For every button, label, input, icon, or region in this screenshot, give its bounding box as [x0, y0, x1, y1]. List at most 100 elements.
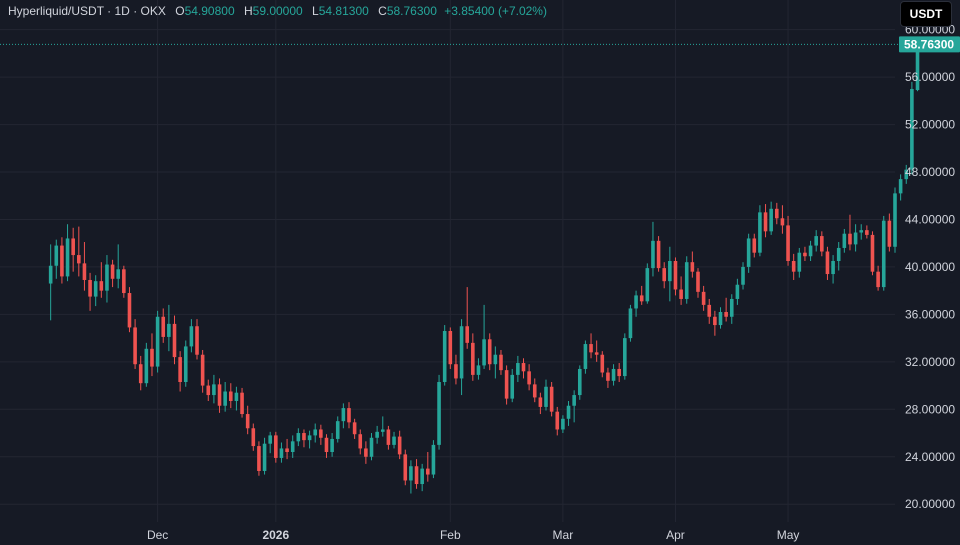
candle: [718, 307, 723, 329]
candle-body: [386, 429, 391, 445]
y-tick-label: 44.00000: [905, 212, 955, 226]
candle: [679, 276, 683, 305]
candle: [746, 233, 751, 273]
candle: [425, 452, 430, 482]
candle: [701, 285, 706, 311]
candle: [572, 390, 576, 423]
candle-body: [257, 446, 261, 471]
candle-body: [212, 384, 216, 396]
candle-body: [48, 265, 53, 284]
candle: [403, 449, 408, 486]
candle: [527, 364, 531, 391]
candle: [544, 379, 548, 411]
candle-body: [527, 371, 531, 385]
candle: [116, 244, 121, 289]
candle-body: [797, 252, 802, 272]
candle-body: [397, 436, 402, 455]
candle: [454, 354, 458, 385]
candle-body: [499, 354, 503, 371]
symbol-name[interactable]: Hyperliquid/USDT: [8, 4, 104, 18]
candle: [893, 187, 897, 253]
candle-body: [577, 368, 582, 396]
y-tick-label: 40.00000: [905, 260, 955, 274]
candle: [48, 244, 53, 321]
candle-body: [887, 220, 892, 247]
candle-body: [487, 339, 492, 365]
candle-body: [532, 384, 537, 398]
x-tick-label: Feb: [440, 528, 461, 542]
y-tick-label: 56.00000: [905, 70, 955, 84]
candle-body: [803, 252, 807, 257]
candle-body: [572, 395, 576, 406]
candle: [656, 236, 661, 272]
candle-body: [93, 281, 98, 297]
candle-body: [347, 408, 351, 423]
candle: [651, 221, 655, 277]
x-tick-label: 2026: [262, 528, 289, 542]
candle-body: [651, 240, 655, 269]
candle-body: [746, 238, 751, 267]
currency-button[interactable]: USDT: [900, 1, 952, 27]
candle-body: [240, 392, 244, 415]
candle-body: [910, 88, 914, 170]
candle-body: [758, 212, 762, 253]
candle: [262, 437, 267, 475]
candle-body: [859, 230, 864, 233]
candle: [594, 340, 599, 362]
candle-body: [392, 436, 396, 445]
candle-body: [752, 238, 757, 253]
candle-body: [307, 435, 312, 441]
candle: [707, 298, 712, 324]
candle-body: [713, 316, 717, 326]
candle: [634, 290, 638, 317]
candle-body: [155, 316, 160, 367]
candle-body: [409, 466, 413, 481]
candle: [853, 224, 858, 252]
candle-body: [82, 263, 87, 280]
candle: [786, 215, 790, 266]
candle: [476, 358, 481, 380]
interval-label[interactable]: 1D: [114, 4, 130, 18]
candle: [161, 308, 166, 343]
candle: [397, 430, 402, 460]
candle: [769, 201, 773, 235]
candle: [482, 304, 486, 369]
candle-body: [516, 363, 520, 375]
candle-body: [313, 429, 318, 436]
candle: [99, 262, 104, 298]
candle: [341, 403, 346, 429]
candle: [820, 231, 824, 257]
candle-body: [741, 266, 745, 285]
candle: [859, 224, 864, 240]
candle: [234, 386, 239, 411]
candle: [206, 379, 211, 401]
candle-body: [690, 262, 695, 272]
candle-body: [701, 291, 706, 305]
candle-body: [729, 298, 734, 317]
candle: [910, 81, 914, 175]
y-tick-label: 36.00000: [905, 307, 955, 321]
candle: [330, 433, 334, 457]
time-axis[interactable]: Dec 2026 Feb Mar Apr May: [147, 528, 799, 542]
price-axis[interactable]: 20.00000 24.00000 28.00000 32.00000 36.00000…: [905, 23, 955, 512]
candle-body: [623, 338, 627, 377]
candle-body: [915, 44, 920, 91]
candle-body: [442, 330, 447, 383]
candle: [183, 340, 188, 387]
y-tick-label: 32.00000: [905, 355, 955, 369]
candle-body: [420, 468, 424, 485]
candle-body: [324, 437, 329, 453]
candle: [307, 430, 312, 449]
candle: [127, 287, 132, 333]
candle-body: [335, 421, 340, 439]
candle: [414, 459, 419, 489]
candle: [729, 294, 734, 324]
candle-body: [262, 443, 267, 471]
candle: [741, 262, 745, 290]
candle-body: [425, 468, 430, 475]
candle-body: [549, 386, 554, 412]
candle-body: [217, 384, 222, 406]
candle: [144, 342, 149, 387]
candle: [600, 351, 605, 378]
